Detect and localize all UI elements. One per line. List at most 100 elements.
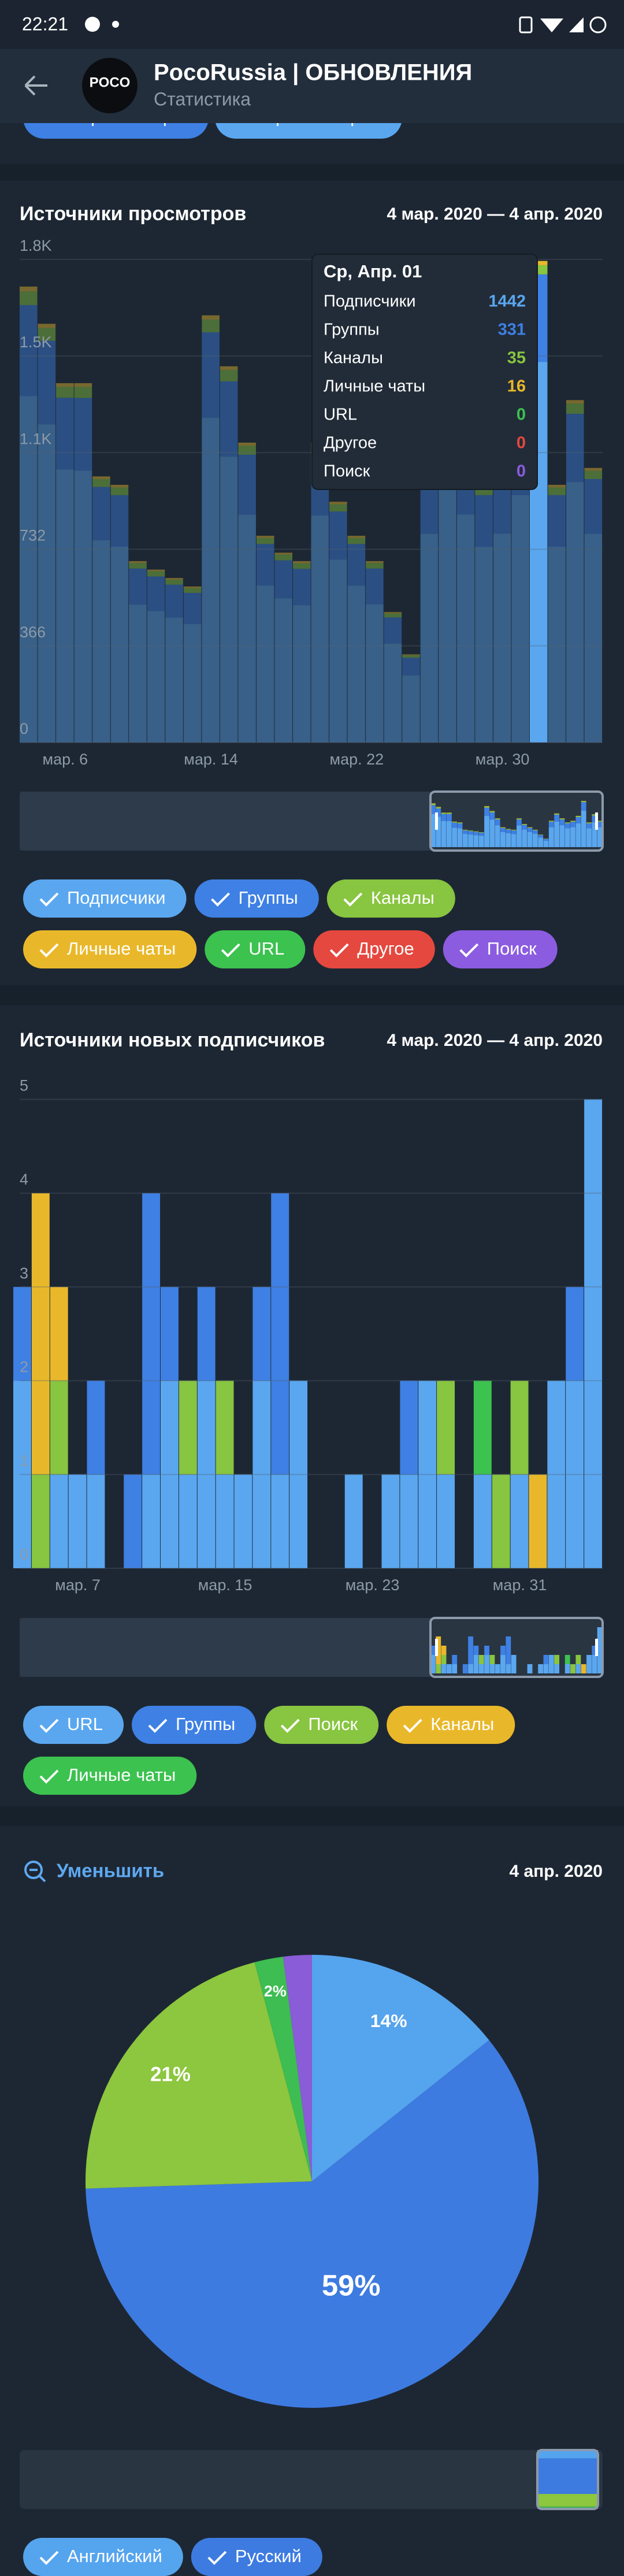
- legend-chip[interactable]: Английский: [23, 2538, 183, 2576]
- bar-segment: [456, 514, 475, 743]
- navigator-bar: [554, 814, 560, 815]
- navigator-bar: [564, 1664, 570, 1673]
- navigator-bar: [543, 840, 549, 847]
- x-tick-label: мар. 22: [330, 751, 384, 768]
- bar-segment: [165, 617, 183, 743]
- navigator-bar: [484, 816, 489, 847]
- zoom-out-icon[interactable]: [24, 1861, 43, 1879]
- bar-segment: [384, 613, 402, 618]
- y-tick-label: 366: [20, 623, 46, 641]
- tooltip-value: 16: [507, 377, 526, 396]
- navigator-bar: [570, 1664, 575, 1673]
- y-tick-label: 1.5K: [20, 333, 52, 351]
- y-tick-label: 4: [20, 1171, 28, 1188]
- bar-segment: [584, 470, 603, 479]
- navigator-bar: [489, 811, 495, 812]
- tooltip: Ср, Апр. 01 Подписчики 1442 Группы 331 Каналы…: [311, 254, 538, 490]
- bar-segment: [548, 495, 566, 547]
- check-icon: [221, 943, 240, 957]
- y-tick-label: 5: [20, 1077, 28, 1094]
- navigator-bar: [473, 1655, 479, 1673]
- navigator-bar: [473, 832, 479, 836]
- navigator-bar: [506, 833, 511, 847]
- navigator-bar: [511, 830, 517, 834]
- bar-segment: [566, 414, 584, 482]
- navigator-bar: [462, 1664, 468, 1673]
- vibrate-icon: [519, 16, 533, 34]
- bar-segment: [344, 1474, 363, 1568]
- bars: [13, 1099, 603, 1568]
- x-tick-label: мар. 6: [43, 751, 88, 768]
- pie-label: 14%: [370, 2010, 407, 2031]
- legend-chip[interactable]: Русский: [191, 2538, 322, 2576]
- legend-chip[interactable]: Каналы: [387, 1706, 515, 1744]
- bar-segment: [366, 563, 384, 569]
- notification-dot: [112, 21, 119, 28]
- bar-segment: [329, 559, 347, 743]
- bar-segment: [566, 1287, 584, 1381]
- navigator-handle[interactable]: [435, 812, 438, 830]
- legend-chip[interactable]: Поиск: [264, 1706, 379, 1744]
- bar-segment: [238, 442, 256, 446]
- wifi-icon: [540, 18, 563, 32]
- legend-chip[interactable]: Личные чаты: [23, 930, 197, 968]
- bar-segment: [292, 563, 311, 569]
- bar-segment: [384, 643, 402, 743]
- bar-segment: [366, 568, 384, 605]
- navigator-bar: [581, 802, 586, 811]
- bar-segment: [216, 1474, 234, 1568]
- navigator-bar: [564, 828, 570, 847]
- legend-chip[interactable]: URL: [23, 1706, 124, 1744]
- bar-segment: [566, 400, 584, 404]
- navigator-bar: [462, 834, 468, 847]
- navigator-bar: [489, 1655, 495, 1664]
- legend-chip[interactable]: Группы: [132, 1706, 257, 1744]
- navigator-bar: [522, 825, 528, 830]
- navigator-bar: [500, 1646, 506, 1655]
- bar-segment: [402, 655, 420, 658]
- legend-chip[interactable]: Подписчики: [23, 879, 187, 918]
- chart-title: Источники новых подписчиков: [20, 1029, 325, 1051]
- bar-segment: [92, 487, 110, 541]
- chip-bg: [264, 1706, 379, 1744]
- navigator-bar: [575, 823, 581, 847]
- back-button[interactable]: [24, 75, 47, 96]
- bar-segment: [56, 383, 74, 387]
- navigator-bar: [468, 1664, 474, 1673]
- navigator-window[interactable]: [429, 790, 604, 852]
- navigator-handle[interactable]: [435, 1639, 438, 1656]
- legend-chip[interactable]: Поиск: [443, 930, 558, 968]
- bar-segment: [183, 623, 202, 743]
- legend-chip[interactable]: Группы: [194, 879, 319, 918]
- navigator-bar: [473, 835, 479, 847]
- navigator-handle[interactable]: [595, 812, 598, 830]
- bar-segment: [548, 485, 566, 488]
- navigator-bar: [581, 801, 586, 803]
- legend-label: Поиск: [487, 938, 537, 959]
- navigator-bar: [489, 819, 495, 847]
- chip-bg: [387, 1706, 515, 1744]
- pie-label: 21%: [150, 2063, 191, 2085]
- tooltip-title: Ср, Апр. 01: [324, 261, 422, 281]
- navigator-window[interactable]: [536, 2449, 599, 2510]
- navigator-bar: [548, 827, 554, 847]
- legend-chip[interactable]: Личные чаты: [23, 1757, 197, 1795]
- legend-chip[interactable]: Каналы: [326, 879, 455, 918]
- bar-segment: [420, 534, 439, 743]
- navigator-window[interactable]: [429, 1617, 604, 1678]
- legend-chip[interactable]: Другое: [313, 930, 435, 968]
- bar-segment: [566, 482, 584, 743]
- navigator-bar: [441, 812, 447, 813]
- navigator-bar: [575, 817, 581, 823]
- navigator-handle[interactable]: [595, 1639, 598, 1656]
- legend-chip[interactable]: URL: [205, 930, 306, 968]
- bar-segment: [142, 1474, 161, 1568]
- bar-segment: [74, 383, 92, 387]
- zoom-out-icon[interactable]: [29, 1869, 46, 1883]
- bar-segment: [256, 537, 274, 544]
- navigator-bar: [441, 814, 447, 821]
- legend-label: Другое: [357, 938, 414, 959]
- bar-segment: [274, 560, 293, 599]
- zoom-out-label[interactable]: Уменьшить: [57, 1860, 164, 1881]
- bar-segment: [384, 612, 402, 614]
